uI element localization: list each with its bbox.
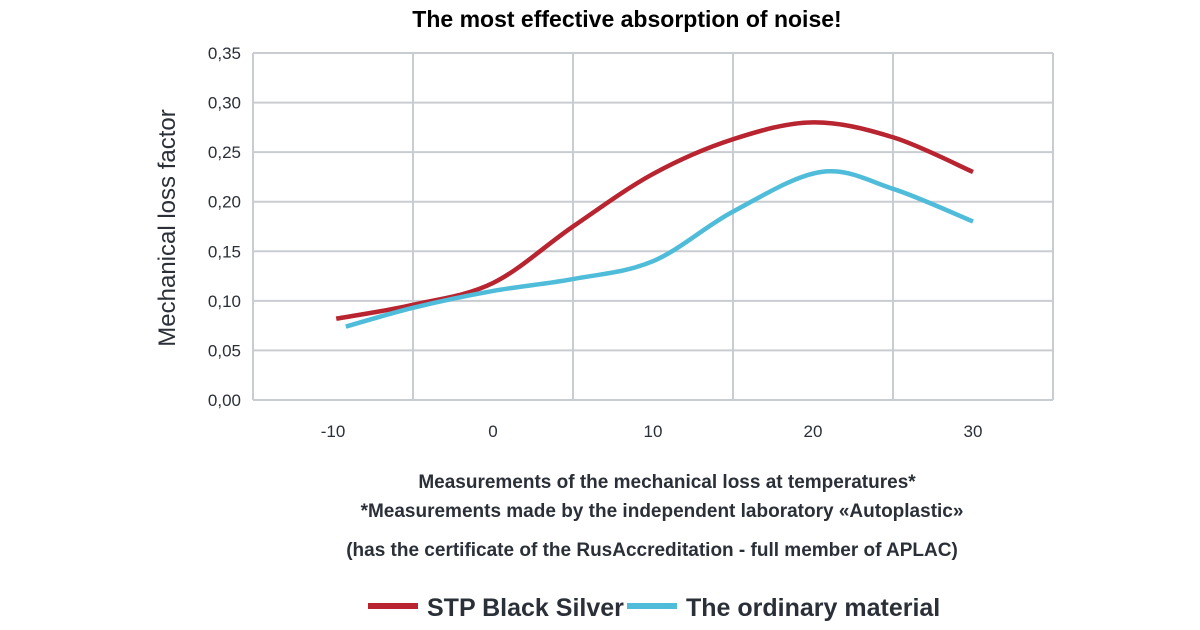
x-tick-label: 10: [644, 422, 663, 441]
y-tick-label: 0,30: [208, 94, 241, 113]
y-ticks: 0,00 0,05 0,10 0,15 0,20 0,25 0,30 0,35: [208, 44, 241, 410]
legend-label-stp: STP Black Silver: [427, 594, 624, 622]
legend: STP Black Silver The ordinary material: [368, 594, 940, 622]
y-tick-label: 0,15: [208, 242, 241, 261]
footnote-1: *Measurements made by the independent la…: [361, 501, 964, 522]
y-tick-label: 0,05: [208, 341, 241, 360]
x-tick-label: 30: [964, 422, 983, 441]
legend-label-ordinary: The ordinary material: [686, 594, 940, 622]
x-axis-label: Measurements of the mechanical loss at t…: [418, 472, 916, 493]
y-tick-label: 0,20: [208, 193, 241, 212]
chart-title: The most effective absorption of noise!: [412, 6, 841, 32]
y-tick-label: 0,35: [208, 44, 241, 63]
y-tick-label: 0,00: [208, 391, 241, 410]
x-tick-label: 20: [804, 422, 823, 441]
x-tick-label: -10: [321, 422, 346, 441]
y-tick-label: 0,10: [208, 292, 241, 311]
grid: [252, 52, 1054, 401]
y-tick-label: 0,25: [208, 143, 241, 162]
x-tick-label: 0: [488, 422, 497, 441]
series-lines: [335, 120, 974, 329]
series-line-ordinary-material: [345, 169, 974, 329]
x-ticks: -10 0 10 20 30: [321, 422, 983, 441]
footnote-2: (has the certificate of the RusAccredita…: [346, 540, 958, 561]
y-axis-label: Mechanical loss factor: [154, 109, 181, 346]
